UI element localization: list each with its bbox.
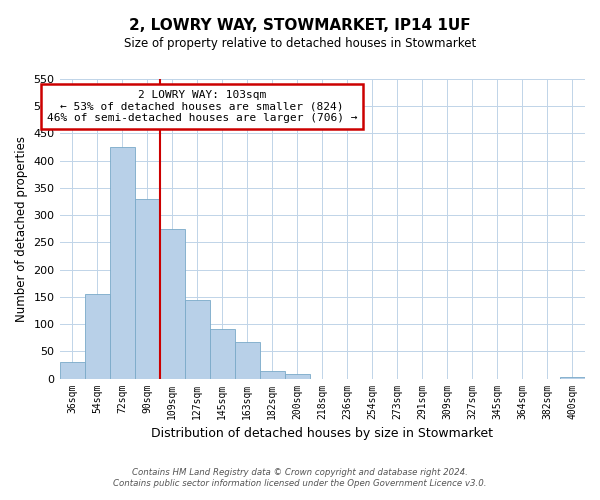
Bar [260,372,285,378]
Text: Contains HM Land Registry data © Crown copyright and database right 2024.
Contai: Contains HM Land Registry data © Crown c… [113,468,487,487]
Y-axis label: Number of detached properties: Number of detached properties [15,136,28,322]
Bar [85,294,110,378]
Bar [134,199,160,378]
Text: 2 LOWRY WAY: 103sqm
← 53% of detached houses are smaller (824)
46% of semi-detac: 2 LOWRY WAY: 103sqm ← 53% of detached ho… [47,90,358,123]
Bar [185,300,209,378]
Bar [285,374,310,378]
Text: Size of property relative to detached houses in Stowmarket: Size of property relative to detached ho… [124,38,476,51]
Text: 2, LOWRY WAY, STOWMARKET, IP14 1UF: 2, LOWRY WAY, STOWMARKET, IP14 1UF [129,18,471,32]
Bar [209,329,235,378]
Bar [235,342,260,378]
X-axis label: Distribution of detached houses by size in Stowmarket: Distribution of detached houses by size … [151,427,493,440]
Bar [59,362,85,378]
Bar [160,229,185,378]
Bar [110,147,134,378]
Bar [560,377,585,378]
